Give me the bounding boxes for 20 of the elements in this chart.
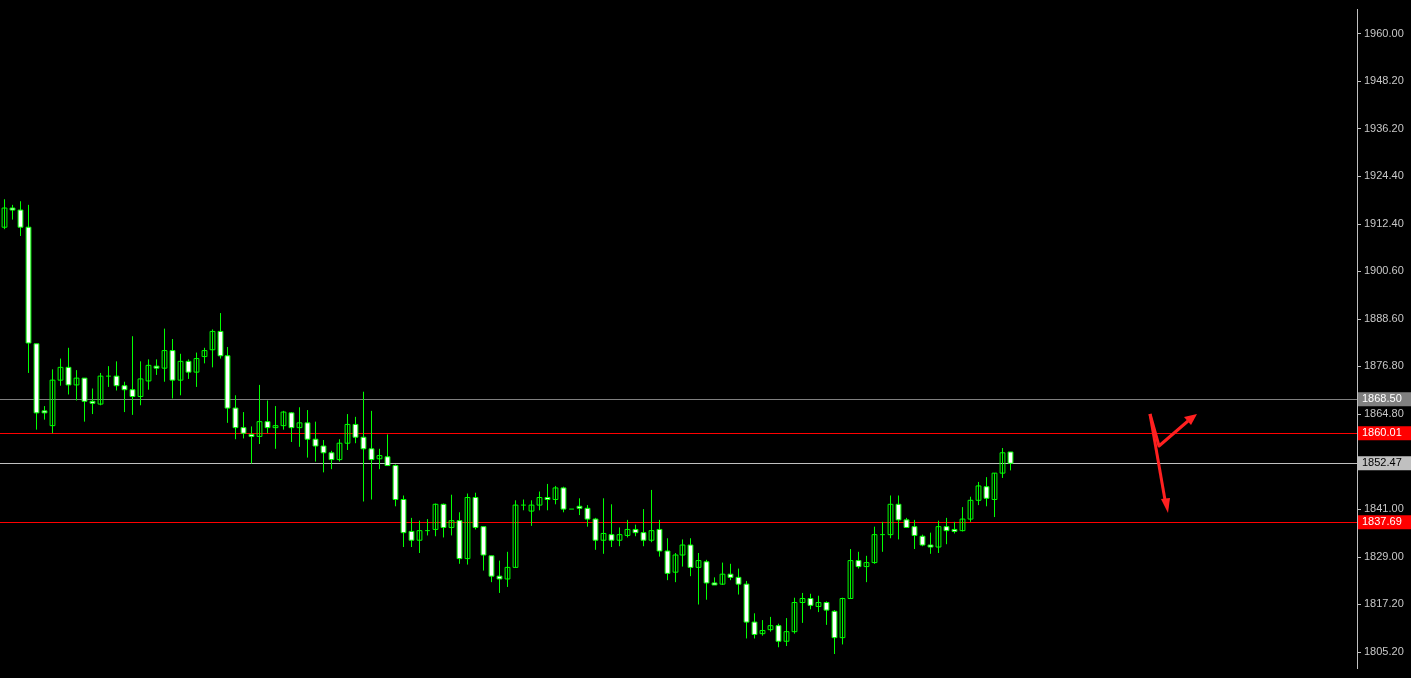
- y-tick-label: 1900.60: [1364, 264, 1404, 277]
- y-tick-label: 1876.80: [1364, 359, 1404, 372]
- ref-line-label: 1868.50: [1362, 392, 1402, 405]
- candlestick: [105, 365, 112, 388]
- y-tick-label: 1888.60: [1364, 312, 1404, 325]
- y-tick-label: 1829.00: [1364, 550, 1404, 563]
- y-tick-label: 1960.00: [1364, 26, 1404, 39]
- y-tick-label: 1948.20: [1364, 74, 1404, 87]
- y-tick-label: 1805.20: [1364, 645, 1404, 658]
- y-tick-label: 1936.20: [1364, 122, 1404, 135]
- y-tick-label: 1817.20: [1364, 597, 1404, 610]
- y-tick-label: 1912.40: [1364, 217, 1404, 230]
- y-tick-label: 1924.40: [1364, 169, 1404, 182]
- y-tick-label: 1841.00: [1364, 502, 1404, 515]
- y-tick-label: 1864.80: [1364, 407, 1404, 420]
- ref-line-label: 1837.69: [1362, 515, 1402, 528]
- candlestick: [424, 518, 431, 536]
- ref-line-label: 1852.47: [1362, 456, 1402, 469]
- ref-line-label: 1860.01: [1362, 426, 1402, 439]
- candlestick: [879, 521, 886, 553]
